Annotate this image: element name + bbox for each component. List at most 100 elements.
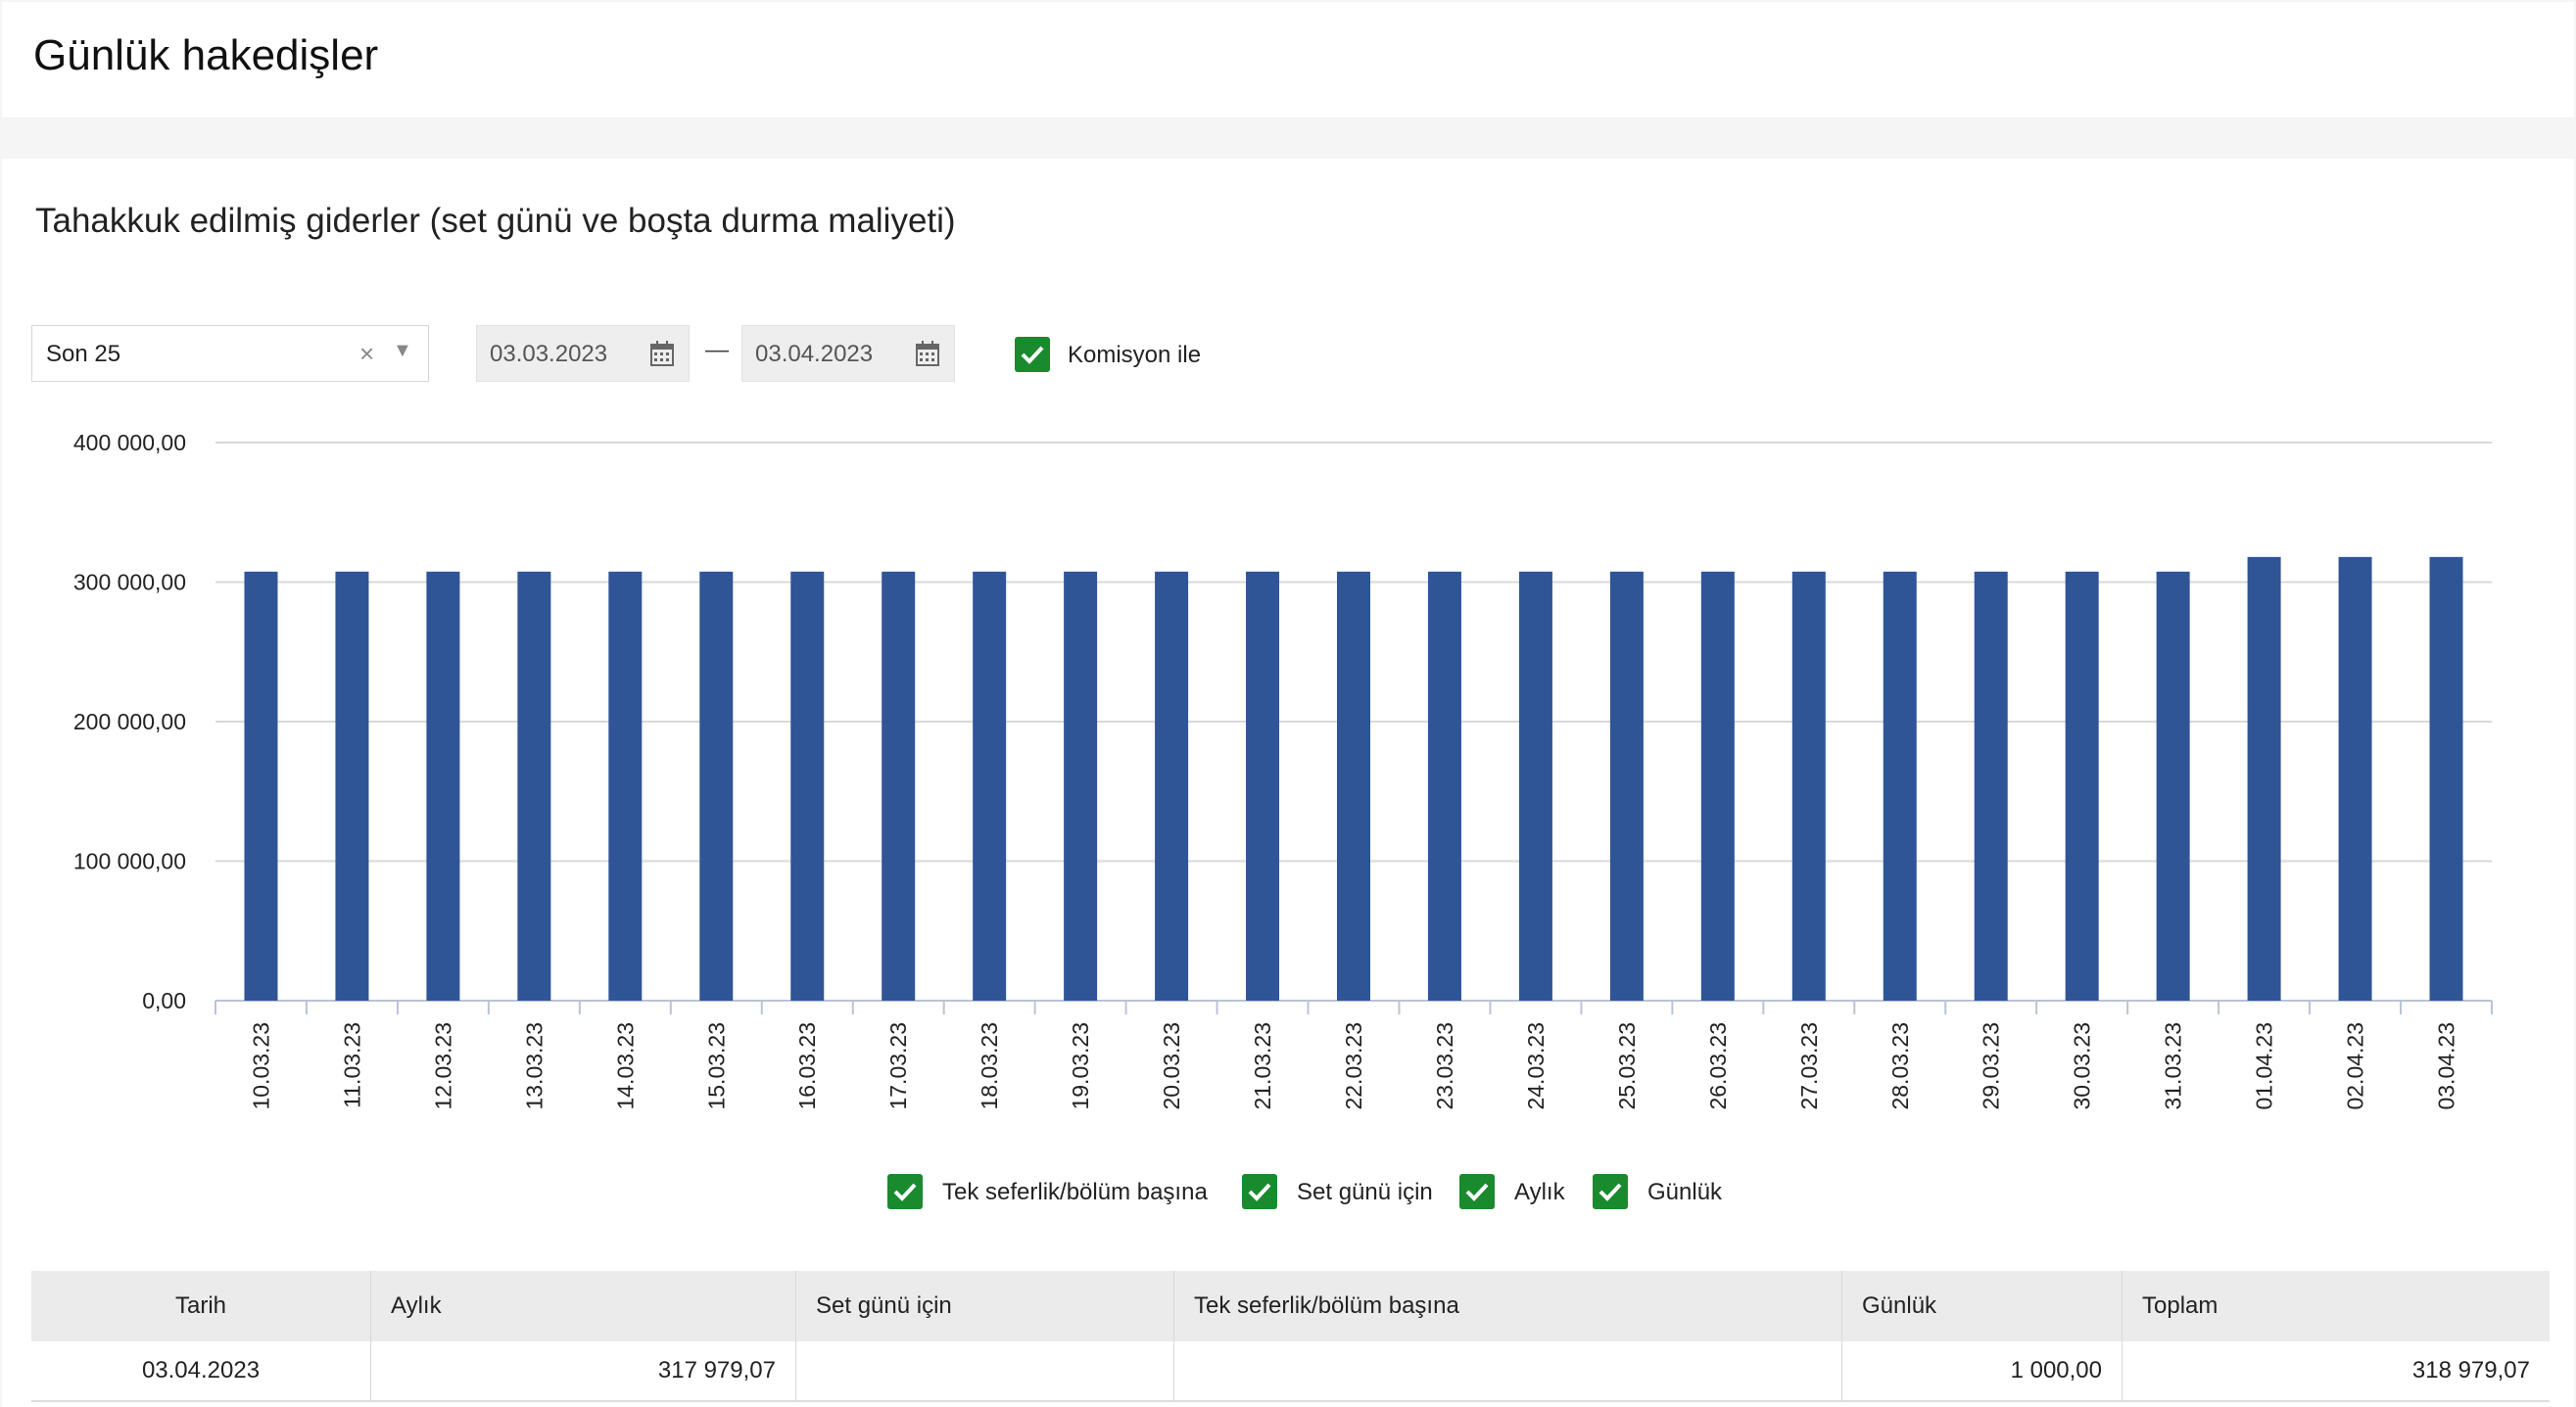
- bar[interactable]: [1427, 571, 1461, 1001]
- bar[interactable]: [2429, 556, 2463, 1001]
- x-tick-label: 03.04.23: [2434, 1022, 2459, 1110]
- x-tick-label: 18.03.23: [977, 1022, 1002, 1110]
- column-header[interactable]: Tek seferlik/bölüm başına: [1173, 1271, 1841, 1341]
- x-tick-label: 12.03.23: [430, 1022, 455, 1110]
- bar[interactable]: [608, 571, 643, 1001]
- bar[interactable]: [2065, 571, 2099, 1001]
- clear-icon[interactable]: ×: [359, 339, 375, 368]
- accrued-expenses-panel: Tahakkuk edilmiş giderler (set günü ve b…: [2, 159, 2574, 1407]
- x-tick-label: 24.03.23: [1523, 1022, 1549, 1110]
- x-tick-label: 14.03.23: [612, 1022, 638, 1110]
- legend-label: Aylık: [1514, 1179, 1565, 1205]
- bar[interactable]: [1064, 571, 1098, 1001]
- y-tick-label: 200 000,00: [73, 709, 186, 734]
- table-row: 03.04.2023 317 979,07 1 000,00 318 979,07: [31, 1341, 2550, 1402]
- date-from-field[interactable]: 03.03.2023: [476, 325, 690, 382]
- x-tick-label: 31.03.23: [2161, 1022, 2186, 1110]
- x-tick-label: 30.03.23: [2070, 1022, 2095, 1110]
- bar[interactable]: [1700, 571, 1735, 1001]
- x-tick-label: 11.03.23: [339, 1022, 364, 1108]
- bar[interactable]: [1155, 571, 1189, 1001]
- bar[interactable]: [1791, 571, 1826, 1001]
- legend-checkbox[interactable]: [1593, 1174, 1628, 1209]
- date-range-separator: —: [705, 337, 729, 363]
- x-tick-label: 17.03.23: [885, 1022, 911, 1110]
- legend-checkbox[interactable]: [1242, 1174, 1277, 1209]
- x-tick-label: 23.03.23: [1432, 1022, 1457, 1110]
- table-cell: 317 979,07: [370, 1341, 795, 1400]
- commission-checkbox[interactable]: [1015, 337, 1050, 372]
- table-header: Tarih Aylık Set günü için Tek seferlik/bölü…: [31, 1271, 2550, 1341]
- table-cell: 03.04.2023: [141, 1357, 261, 1384]
- accrued-expenses-chart: 0,00 100 000,00 200 000,00 300 000,00 400 00…: [73, 430, 2493, 1110]
- y-tick-label: 300 000,00: [73, 570, 186, 595]
- bar[interactable]: [2247, 556, 2281, 1001]
- y-tick-label: 400 000,00: [73, 430, 186, 455]
- bar[interactable]: [2156, 571, 2190, 1001]
- bar[interactable]: [1337, 571, 1370, 1001]
- x-tick-label: 27.03.23: [1796, 1022, 1822, 1110]
- bar[interactable]: [790, 571, 825, 1001]
- x-tick-label: 29.03.23: [1979, 1022, 2004, 1110]
- x-tick-label: 02.04.23: [2343, 1022, 2368, 1110]
- calendar-icon[interactable]: [915, 340, 940, 367]
- bar[interactable]: [2338, 556, 2372, 1001]
- x-tick-label: 20.03.23: [1159, 1022, 1184, 1110]
- x-tick-label: 28.03.23: [1887, 1022, 1913, 1110]
- checkmark-icon: [1248, 1183, 1271, 1201]
- y-tick-label: 0,00: [142, 988, 186, 1013]
- bar[interactable]: [517, 571, 551, 1001]
- bar[interactable]: [699, 571, 734, 1001]
- bar[interactable]: [426, 571, 460, 1001]
- checkmark-icon: [1021, 346, 1044, 364]
- page-title: Günlük hakedişler: [33, 31, 379, 79]
- column-header[interactable]: Set günü için: [795, 1271, 1173, 1341]
- chevron-down-icon[interactable]: ▼: [393, 340, 412, 361]
- page-header: Günlük hakedişler: [2, 2, 2574, 117]
- legend-checkbox[interactable]: [887, 1174, 923, 1209]
- period-select[interactable]: Son 25 × ▼: [31, 325, 429, 382]
- x-tick-label: 25.03.23: [1614, 1022, 1640, 1110]
- table-cell: [1173, 1341, 1841, 1400]
- column-header[interactable]: Tarih: [174, 1292, 227, 1319]
- period-select-value: Son 25: [46, 341, 121, 367]
- legend-label: Günlük: [1647, 1179, 1723, 1205]
- x-tick-label: 19.03.23: [1068, 1022, 1093, 1110]
- x-tick-label: 22.03.23: [1341, 1022, 1366, 1110]
- y-tick-label: 100 000,00: [73, 849, 186, 874]
- date-from-value: 03.03.2023: [490, 341, 608, 367]
- legend-checkbox[interactable]: [1459, 1174, 1495, 1209]
- x-tick-label: 10.03.23: [248, 1022, 273, 1110]
- checkmark-icon: [1598, 1183, 1622, 1201]
- bar[interactable]: [882, 571, 916, 1001]
- bar[interactable]: [1246, 571, 1280, 1001]
- calendar-icon[interactable]: [649, 340, 675, 367]
- bar[interactable]: [335, 571, 369, 1001]
- column-header[interactable]: Günlük: [1841, 1271, 2122, 1341]
- x-tick-label: 21.03.23: [1250, 1022, 1275, 1110]
- table-cell: 318 979,07: [2122, 1341, 2550, 1400]
- legend-label: Tek seferlik/bölüm başına: [942, 1179, 1208, 1205]
- x-tick-label: 13.03.23: [521, 1022, 547, 1110]
- date-to-value: 03.04.2023: [755, 341, 874, 367]
- checkmark-icon: [893, 1183, 917, 1201]
- legend-label: Set günü için: [1297, 1179, 1433, 1205]
- x-tick-label: 15.03.23: [703, 1022, 729, 1110]
- x-tick-label: 16.03.23: [794, 1022, 820, 1110]
- bar[interactable]: [1609, 571, 1644, 1001]
- x-tick-label: 01.04.23: [2252, 1022, 2277, 1110]
- column-header[interactable]: Toplam: [2122, 1271, 2550, 1341]
- bar[interactable]: [1883, 571, 1917, 1001]
- bar[interactable]: [1974, 571, 2008, 1001]
- column-header[interactable]: Aylık: [370, 1271, 795, 1341]
- bar[interactable]: [1518, 571, 1552, 1001]
- bar[interactable]: [973, 571, 1007, 1001]
- section-title: Tahakkuk edilmiş giderler (set günü ve b…: [35, 202, 956, 240]
- table-cell: [795, 1341, 1173, 1400]
- bar[interactable]: [244, 571, 278, 1001]
- commission-label: Komisyon ile: [1068, 342, 1202, 368]
- date-to-field[interactable]: 03.04.2023: [741, 325, 955, 382]
- x-tick-label: 26.03.23: [1705, 1022, 1731, 1110]
- checkmark-icon: [1465, 1183, 1489, 1201]
- table-cell: 1 000,00: [1841, 1341, 2122, 1400]
